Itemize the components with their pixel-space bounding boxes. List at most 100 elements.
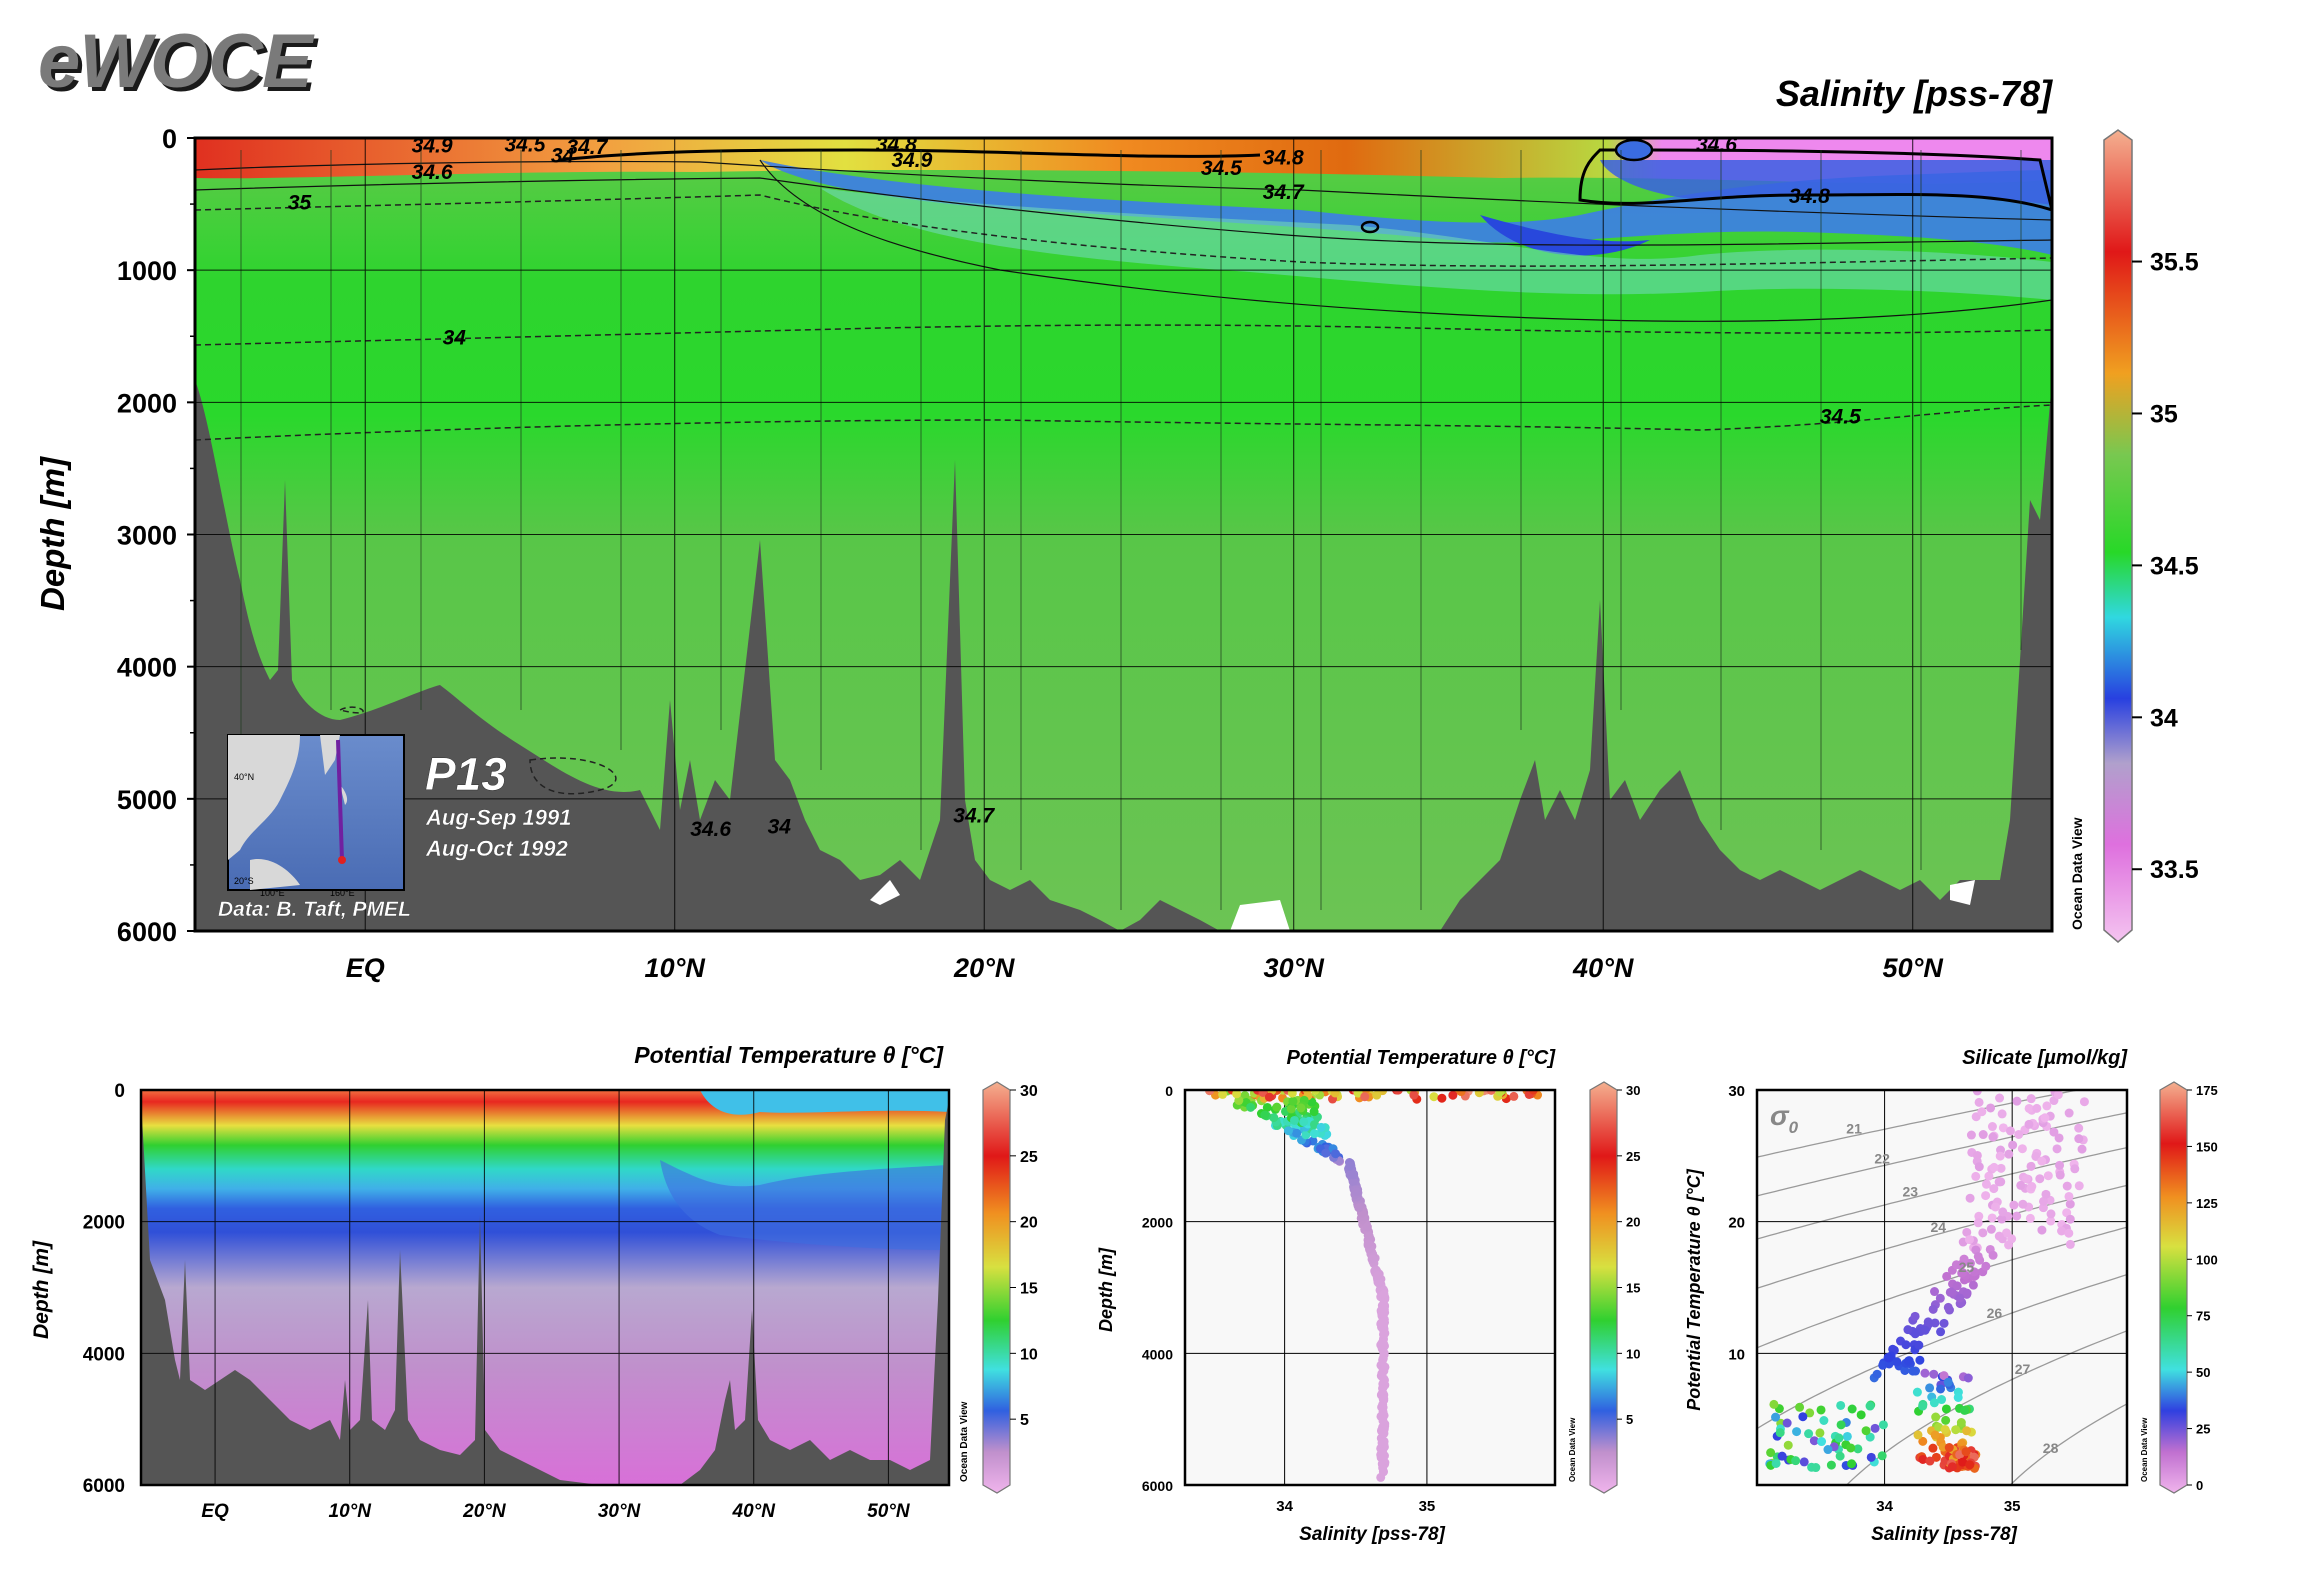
profile-colorbar-tick: 5 [1626, 1412, 1633, 1427]
ts-colorbar-tick: 175 [2196, 1083, 2218, 1098]
ts-data-point [1791, 1456, 1801, 1466]
ts-data-point [1865, 1432, 1875, 1442]
ts-data-point [2012, 1096, 2022, 1106]
ts-data-point [1901, 1340, 1911, 1350]
ts-data-point [1877, 1451, 1887, 1461]
ts-data-point [1918, 1454, 1928, 1464]
ts-data-point [2041, 1189, 2051, 1199]
ts-data-point [1939, 1318, 1949, 1328]
profile-data-point [1474, 1090, 1484, 1098]
ts-data-point [1969, 1267, 1979, 1277]
profile-colorbar-tick: 25 [1626, 1149, 1640, 1164]
ts-data-point [2008, 1140, 2018, 1150]
profile-data-point [1376, 1472, 1386, 1482]
profile-data-point [1373, 1271, 1383, 1281]
profile-data-point [1283, 1126, 1293, 1136]
profile-data-point [1321, 1148, 1331, 1158]
main-x-tick: 30°N [1264, 953, 1325, 983]
ts-data-point [1966, 1130, 1976, 1140]
ts-data-point [2024, 1103, 2034, 1113]
ts-data-point [1846, 1443, 1856, 1453]
ts-data-point [1836, 1400, 1846, 1410]
ts-y-axis-label: Potential Temperature θ [°C] [1684, 1168, 1704, 1411]
cruise-date-2: Aug-Oct 1992 [425, 836, 569, 861]
ts-data-point [1973, 1251, 1983, 1261]
profile-data-point [1260, 1110, 1270, 1120]
ts-data-point [1971, 1171, 1981, 1181]
ts-y-tick: 10 [1728, 1346, 1745, 1363]
ts-data-point [2043, 1171, 2053, 1181]
ts-data-point [1981, 1191, 1991, 1201]
ts-data-point [1775, 1428, 1785, 1438]
profile-data-point [1377, 1371, 1387, 1381]
profile-data-point [1379, 1410, 1389, 1420]
ts-data-point [1915, 1355, 1925, 1365]
temperature-section-plot [139, 1088, 951, 1487]
ts-data-point [1819, 1416, 1829, 1426]
contour-label: 34 [551, 145, 575, 168]
profile-data-point [1372, 1090, 1382, 1100]
ts-data-point [1962, 1426, 1972, 1436]
ts-data-point [1798, 1412, 1808, 1422]
ts-data-point [1986, 1103, 1996, 1113]
profile-data-point [1232, 1090, 1242, 1099]
ts-data-point [2042, 1101, 2052, 1111]
ts-data-point [1816, 1405, 1826, 1415]
cruise-date-1: Aug-Sep 1991 [425, 805, 572, 830]
main-x-tick: 40°N [1572, 953, 1634, 983]
temp-colorbar-tick: 5 [1020, 1412, 1029, 1429]
contour-label: 34.9 [412, 135, 453, 158]
isopycnal-line [1757, 1273, 2127, 1430]
contour-label: 34.7 [1263, 181, 1305, 204]
ts-data-point [2005, 1126, 2015, 1136]
ts-data-point [1918, 1436, 1928, 1446]
salinity-colorbar-tick: 34 [2150, 704, 2178, 732]
ts-data-point [2062, 1181, 2072, 1191]
profile-x-axis-label: Salinity [pss-78] [1299, 1524, 1445, 1545]
ts-data-point [1920, 1368, 1930, 1378]
ts-data-point [1835, 1451, 1845, 1461]
ts-data-point [2037, 1225, 2047, 1235]
ts-data-point [1973, 1218, 1983, 1228]
contour-label: 34 [768, 815, 792, 838]
ts-data-point [1908, 1366, 1918, 1376]
ts-data-point [1836, 1420, 1846, 1430]
profile-data-point [1288, 1096, 1298, 1106]
contour-label: 34.6 [1696, 133, 1737, 156]
ts-data-point [1809, 1436, 1819, 1446]
profile-data-point [1380, 1362, 1390, 1372]
isopycnal-label: 26 [1987, 1305, 2003, 1321]
profile-x-tick: 35 [1419, 1498, 1436, 1515]
ts-data-point [1913, 1430, 1923, 1440]
isopycnal-label: 28 [2043, 1440, 2059, 1456]
profile-data-point [1286, 1104, 1296, 1114]
profile-data-point [1354, 1203, 1364, 1213]
profile-data-point [1377, 1448, 1387, 1458]
profile-data-point [1429, 1092, 1439, 1102]
ts-data-point [2004, 1149, 2014, 1159]
ts-data-point [1826, 1460, 1836, 1470]
ts-data-point [2074, 1181, 2084, 1191]
ts-data-point [1986, 1224, 1996, 1234]
isopycnal-line [1757, 1226, 2127, 1349]
ts-data-point [1997, 1214, 2007, 1224]
contour-label: 34.5 [1201, 157, 1242, 180]
ts-data-point [2065, 1214, 2075, 1224]
ts-y-tick: 30 [1728, 1083, 1745, 1100]
ts-data-point [1910, 1329, 1920, 1339]
ts-data-point [1995, 1093, 2005, 1103]
ts-data-point [1958, 1268, 1968, 1278]
ts-data-point [1928, 1304, 1938, 1314]
ts-data-point [1795, 1402, 1805, 1412]
ts-data-point [2027, 1182, 2037, 1192]
isopycnal-label: 21 [1846, 1120, 1862, 1136]
ts-data-point [1988, 1250, 1998, 1260]
ts-data-point [1965, 1193, 1975, 1203]
ts-data-point [1960, 1405, 1970, 1415]
profile-data-point [1299, 1117, 1309, 1127]
ts-data-point [2055, 1170, 2065, 1180]
ts-data-point [1866, 1452, 1876, 1462]
salinity-colorbar-tick: 33.5 [2150, 856, 2199, 884]
ts-data-point [1823, 1445, 1833, 1455]
ts-data-point [2037, 1156, 2047, 1166]
